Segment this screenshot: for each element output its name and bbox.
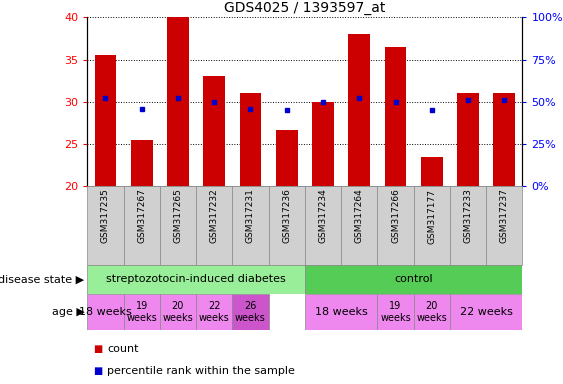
Text: 18 weeks: 18 weeks bbox=[79, 307, 132, 317]
Text: percentile rank within the sample: percentile rank within the sample bbox=[107, 366, 295, 376]
Bar bbox=[203, 76, 225, 186]
Text: GSM317265: GSM317265 bbox=[173, 189, 182, 243]
Text: GSM317264: GSM317264 bbox=[355, 189, 364, 243]
Text: GSM317266: GSM317266 bbox=[391, 189, 400, 243]
Text: disease state ▶: disease state ▶ bbox=[0, 274, 84, 285]
Bar bbox=[240, 93, 261, 186]
Bar bbox=[348, 34, 370, 186]
Bar bbox=[486, 186, 522, 265]
Text: GSM317235: GSM317235 bbox=[101, 189, 110, 243]
Text: 22
weeks: 22 weeks bbox=[199, 301, 230, 323]
Text: GSM317236: GSM317236 bbox=[282, 189, 291, 243]
Bar bbox=[95, 55, 117, 186]
Bar bbox=[160, 294, 196, 330]
Bar bbox=[450, 294, 522, 330]
Text: 18 weeks: 18 weeks bbox=[315, 307, 368, 317]
Bar bbox=[233, 294, 269, 330]
Text: ■: ■ bbox=[93, 366, 102, 376]
Text: streptozotocin-induced diabetes: streptozotocin-induced diabetes bbox=[106, 274, 286, 285]
Bar bbox=[493, 93, 515, 186]
Title: GDS4025 / 1393597_at: GDS4025 / 1393597_at bbox=[224, 1, 386, 15]
Text: 19
weeks: 19 weeks bbox=[126, 301, 157, 323]
Text: ■: ■ bbox=[93, 344, 102, 354]
Bar bbox=[123, 186, 160, 265]
Bar bbox=[450, 186, 486, 265]
Bar bbox=[305, 294, 377, 330]
Text: control: control bbox=[394, 274, 433, 285]
Bar bbox=[305, 265, 522, 294]
Bar bbox=[414, 294, 450, 330]
Text: GSM317177: GSM317177 bbox=[427, 189, 436, 243]
Text: GSM317267: GSM317267 bbox=[137, 189, 146, 243]
Text: GSM317233: GSM317233 bbox=[463, 189, 472, 243]
Bar bbox=[269, 186, 305, 265]
Bar bbox=[160, 186, 196, 265]
Bar bbox=[87, 186, 123, 265]
Text: GSM317237: GSM317237 bbox=[500, 189, 509, 243]
Bar bbox=[87, 294, 123, 330]
Bar bbox=[87, 265, 305, 294]
Text: 26
weeks: 26 weeks bbox=[235, 301, 266, 323]
Bar bbox=[131, 140, 153, 186]
Bar bbox=[385, 47, 406, 186]
Bar bbox=[377, 186, 414, 265]
Bar bbox=[377, 294, 414, 330]
Bar bbox=[414, 186, 450, 265]
Text: 19
weeks: 19 weeks bbox=[380, 301, 411, 323]
Text: count: count bbox=[107, 344, 138, 354]
Text: age ▶: age ▶ bbox=[52, 307, 84, 317]
Bar bbox=[196, 186, 233, 265]
Text: 20
weeks: 20 weeks bbox=[163, 301, 193, 323]
Bar bbox=[167, 17, 189, 186]
Bar bbox=[276, 130, 298, 186]
Bar bbox=[421, 157, 443, 186]
Bar bbox=[233, 186, 269, 265]
Bar bbox=[457, 93, 479, 186]
Bar bbox=[341, 186, 377, 265]
Bar bbox=[196, 294, 233, 330]
Bar bbox=[305, 186, 341, 265]
Bar bbox=[123, 294, 160, 330]
Text: 22 weeks: 22 weeks bbox=[460, 307, 513, 317]
Text: GSM317231: GSM317231 bbox=[246, 189, 255, 243]
Text: GSM317232: GSM317232 bbox=[209, 189, 218, 243]
Bar bbox=[312, 102, 334, 186]
Text: GSM317234: GSM317234 bbox=[319, 189, 328, 243]
Text: 20
weeks: 20 weeks bbox=[417, 301, 447, 323]
